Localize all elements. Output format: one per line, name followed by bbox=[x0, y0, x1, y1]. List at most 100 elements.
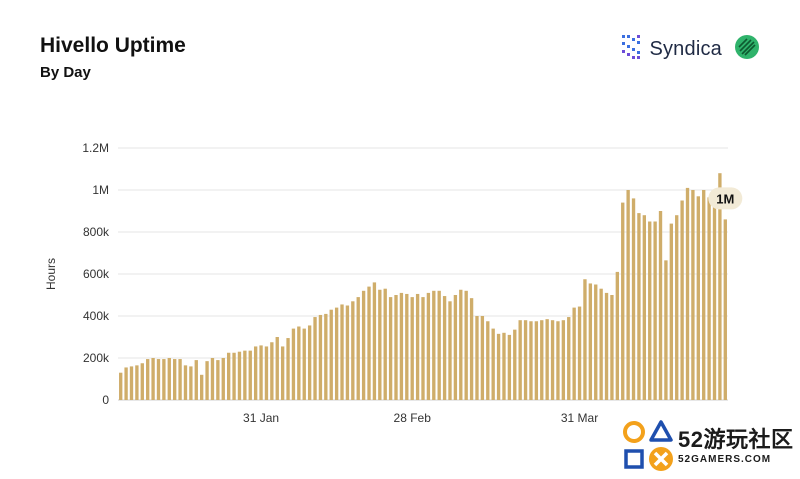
bar bbox=[486, 321, 490, 400]
bar bbox=[135, 365, 139, 400]
watermark-url: 52GAMERS.COM bbox=[678, 454, 772, 465]
y-tick-label: 0 bbox=[102, 393, 109, 407]
bar bbox=[210, 358, 215, 400]
bar bbox=[637, 213, 641, 400]
bar bbox=[696, 196, 700, 400]
bar bbox=[351, 301, 355, 400]
bar bbox=[502, 332, 506, 400]
bar bbox=[394, 295, 398, 400]
bar bbox=[550, 320, 555, 400]
bar bbox=[237, 351, 242, 400]
bar bbox=[583, 279, 587, 400]
bar bbox=[675, 215, 679, 400]
bar bbox=[604, 292, 609, 400]
bar bbox=[577, 306, 582, 400]
y-tick-label: 800k bbox=[83, 225, 110, 239]
bar bbox=[151, 358, 155, 400]
bar bbox=[372, 282, 377, 400]
bar bbox=[421, 297, 425, 400]
bar bbox=[594, 284, 598, 400]
bar bbox=[653, 221, 657, 400]
x-tick-label: 28 Feb bbox=[394, 411, 432, 425]
bar bbox=[529, 321, 533, 400]
bar bbox=[480, 316, 485, 400]
bar bbox=[410, 297, 414, 400]
y-tick-label: 200k bbox=[83, 351, 110, 365]
bar bbox=[426, 292, 431, 400]
y-tick-label: 600k bbox=[83, 267, 110, 281]
bar bbox=[388, 297, 393, 400]
bar bbox=[264, 346, 269, 400]
bar bbox=[399, 292, 404, 400]
chart-title: Hivello Uptime bbox=[40, 34, 186, 57]
cross-icon bbox=[649, 447, 673, 471]
bar bbox=[453, 295, 458, 400]
bar bbox=[540, 320, 544, 400]
bar bbox=[669, 223, 673, 400]
y-tick-label: 1M bbox=[92, 183, 109, 197]
brand-name: Syndica bbox=[649, 37, 722, 60]
bar bbox=[664, 260, 668, 400]
brand-area: Syndica bbox=[621, 34, 760, 64]
watermark: 52游玩社区 52GAMERS.COM bbox=[620, 418, 796, 474]
bar bbox=[496, 333, 501, 400]
bar bbox=[183, 365, 188, 400]
bar bbox=[329, 309, 333, 400]
bar bbox=[302, 328, 306, 400]
bar bbox=[518, 320, 522, 400]
bar bbox=[464, 290, 468, 400]
bar bbox=[232, 352, 236, 400]
bar bbox=[680, 200, 684, 400]
bar bbox=[588, 283, 593, 400]
bar bbox=[307, 325, 312, 400]
square-icon bbox=[624, 449, 644, 469]
bar bbox=[383, 288, 387, 400]
bar bbox=[275, 337, 279, 400]
bar bbox=[162, 359, 166, 400]
bar bbox=[626, 190, 630, 400]
bar bbox=[367, 286, 371, 400]
bar bbox=[615, 271, 620, 400]
y-tick-label: 400k bbox=[83, 309, 110, 323]
bar bbox=[345, 305, 350, 400]
bar bbox=[712, 193, 717, 400]
bar bbox=[723, 219, 727, 400]
bar bbox=[205, 361, 209, 400]
triangle-icon bbox=[649, 420, 673, 442]
bar bbox=[561, 320, 566, 400]
bar bbox=[297, 326, 301, 400]
bar bbox=[599, 288, 603, 400]
bar bbox=[334, 307, 339, 400]
bar bbox=[243, 350, 247, 400]
bar bbox=[270, 342, 274, 400]
bar bbox=[156, 359, 161, 400]
watermark-text: 52游玩社区 bbox=[678, 427, 794, 452]
bar bbox=[189, 366, 193, 400]
bar bbox=[194, 360, 198, 400]
bar bbox=[556, 321, 560, 400]
bar bbox=[356, 297, 360, 400]
peak-annotation: 1M bbox=[708, 187, 743, 210]
chart-subtitle: By Day bbox=[40, 64, 91, 81]
bar bbox=[286, 338, 290, 400]
bar bbox=[534, 321, 539, 400]
bar bbox=[545, 319, 549, 400]
bar bbox=[572, 307, 576, 400]
bar bbox=[718, 173, 722, 400]
hivello-logo-icon bbox=[734, 34, 760, 65]
y-axis-label: Hours bbox=[44, 258, 58, 290]
bar bbox=[685, 187, 690, 400]
syndica-logo-icon bbox=[621, 34, 643, 65]
bar bbox=[324, 313, 328, 400]
bar bbox=[226, 352, 231, 400]
bar bbox=[216, 360, 220, 400]
bar bbox=[442, 296, 447, 400]
bar bbox=[259, 345, 263, 400]
bar bbox=[642, 215, 647, 400]
bar bbox=[146, 359, 150, 400]
bar bbox=[340, 304, 344, 400]
bar bbox=[459, 289, 463, 400]
annotation-label: 1M bbox=[716, 191, 734, 206]
bar bbox=[318, 314, 323, 400]
